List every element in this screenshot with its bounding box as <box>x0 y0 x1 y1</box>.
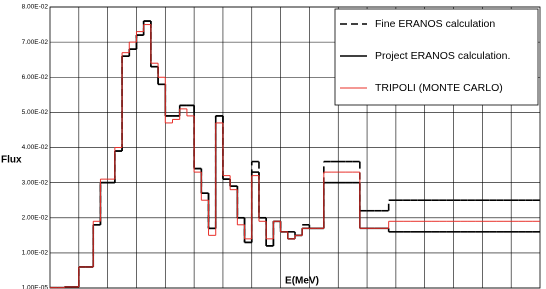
y-axis-title: Flux <box>1 155 22 166</box>
plot-frame <box>49 6 541 289</box>
legend-label: Project ERANOS calculation. <box>375 50 510 62</box>
x-axis-title: E(MeV) <box>285 276 319 287</box>
legend-label: Fine ERANOS calculation <box>375 18 495 30</box>
y-tick-label: 8.00E-02 <box>22 4 49 11</box>
y-tick-label: 1.00E-05 <box>22 285 49 289</box>
series <box>50 24 540 289</box>
legend-label: TRIPOLI (MONTE CARLO) <box>375 82 503 94</box>
y-tick-label: 5.00E-02 <box>22 109 49 116</box>
y-tick-label: 2.00E-02 <box>22 214 49 221</box>
y-tick-label: 3.00E-02 <box>22 179 49 186</box>
legend-box <box>334 8 539 106</box>
y-tick-label: 1.00E-02 <box>22 250 49 257</box>
y-tick-label: 6.00E-02 <box>22 74 49 81</box>
y-tick-label: 7.00E-02 <box>22 39 49 46</box>
y-tick-label: 4.00E-02 <box>22 144 49 151</box>
